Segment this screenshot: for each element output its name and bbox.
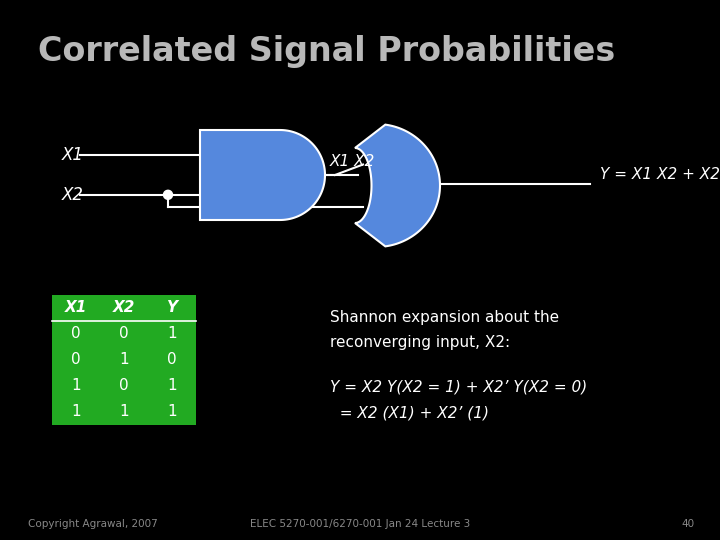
Text: 40: 40 <box>682 519 695 529</box>
Text: 1: 1 <box>167 327 177 341</box>
Text: Shannon expansion about the: Shannon expansion about the <box>330 310 559 325</box>
Circle shape <box>163 190 173 199</box>
Text: 1: 1 <box>167 379 177 394</box>
Bar <box>52 295 196 425</box>
Text: 1: 1 <box>120 404 129 420</box>
Text: Y = X1 X2 + X2’: Y = X1 X2 + X2’ <box>600 167 720 182</box>
Text: 0: 0 <box>71 353 81 368</box>
Polygon shape <box>200 130 325 220</box>
Text: = X2 (X1) + X2’ (1): = X2 (X1) + X2’ (1) <box>330 405 489 420</box>
Text: X2: X2 <box>113 300 135 315</box>
Text: 0: 0 <box>120 327 129 341</box>
Text: Copyright Agrawal, 2007: Copyright Agrawal, 2007 <box>28 519 158 529</box>
Text: X1 X2: X1 X2 <box>330 153 375 168</box>
Text: Correlated Signal Probabilities: Correlated Signal Probabilities <box>38 36 616 69</box>
Text: 1: 1 <box>71 404 81 420</box>
Text: 1: 1 <box>167 404 177 420</box>
Text: Y = X2 Y(X2 = 1) + X2’ Y(X2 = 0): Y = X2 Y(X2 = 1) + X2’ Y(X2 = 0) <box>330 380 588 395</box>
Text: 0: 0 <box>71 327 81 341</box>
Text: ELEC 5270-001/6270-001 Jan 24 Lecture 3: ELEC 5270-001/6270-001 Jan 24 Lecture 3 <box>250 519 470 529</box>
Text: 0: 0 <box>167 353 177 368</box>
Text: X1: X1 <box>62 146 84 164</box>
Text: X1: X1 <box>65 300 87 315</box>
Text: X2: X2 <box>62 186 84 204</box>
Text: 0: 0 <box>120 379 129 394</box>
Polygon shape <box>355 125 440 246</box>
Text: 1: 1 <box>120 353 129 368</box>
Text: 1: 1 <box>71 379 81 394</box>
Text: reconverging input, X2:: reconverging input, X2: <box>330 335 510 350</box>
Text: Y: Y <box>166 300 178 315</box>
